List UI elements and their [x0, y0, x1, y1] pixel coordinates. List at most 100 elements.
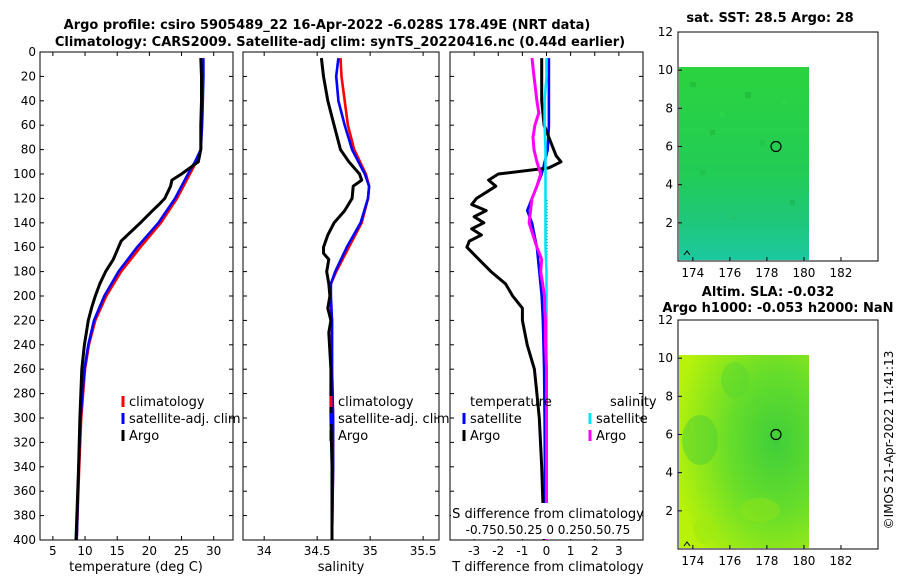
temperature-ytick-label: 20 — [21, 69, 36, 83]
sst-map-float-marker — [770, 140, 782, 153]
salinity-lines — [319, 57, 371, 540]
sla-map-north-glyph — [683, 541, 691, 547]
sla-map-xtick-label: 180 — [792, 554, 815, 568]
sla-map-ytick-label: 10 — [658, 351, 673, 365]
salinity-xtick-label: 35.5 — [410, 544, 437, 558]
difference-top-axis-label: S difference from climatology — [452, 507, 644, 522]
temperature-ytick-label: 0 — [28, 45, 36, 59]
temperature-ytick-label: 380 — [13, 509, 36, 523]
sst-map-ytick-label: 12 — [658, 25, 673, 39]
sst-map-xtick-label: 182 — [830, 266, 853, 280]
sla-map-xtick-label: 178 — [755, 554, 778, 568]
difference-legend: temperature satellite Argo salinity sate… — [462, 395, 657, 444]
sla-map-ticks: 174 176 178 180 182 2 4 6 8 10 12 — [658, 313, 853, 568]
difference-legend-t-argo: Argo — [470, 429, 500, 444]
difference-top-axis-ticks: -0.750.50.25 0 0.250.50.75 — [466, 523, 631, 537]
sla-map-float-marker — [770, 428, 782, 441]
sst-map-ytick-label: 4 — [665, 178, 673, 192]
temperature-ytick-label: 360 — [13, 484, 36, 498]
difference-xtick-label: 1 — [567, 544, 575, 558]
difference-top-axis-bg — [451, 503, 642, 539]
temperature-ytick-label: 60 — [21, 118, 36, 132]
difference-xtick-label: 3 — [615, 544, 623, 558]
difference-legend-s-argo: Argo — [596, 429, 626, 444]
sla-map-panel: Altim. SLA: -0.032 Argo h1000: -0.053 h2… — [658, 285, 894, 568]
temperature-ytick-label: 300 — [13, 411, 36, 425]
temperature-xtick-label: 30 — [206, 544, 221, 558]
salinity-legend-satellite: satellite-adj. clim — [338, 412, 450, 427]
salinity-xtick-label: 35 — [362, 544, 377, 558]
temperature-legend-climatology: climatology — [129, 395, 205, 410]
difference-legend-salinity-title: salinity — [610, 395, 657, 410]
difference-legend-s-satellite: satellite — [596, 412, 648, 427]
salinity-panel: 34 34.5 35 35.5 salinity climatology satell… — [242, 51, 450, 575]
figure-title-line1: Argo profile: csiro 5905489_22 16-Apr-20… — [64, 18, 591, 33]
difference-series-s-argo — [527, 57, 548, 540]
temperature-ytick-label: 320 — [13, 435, 36, 449]
temperature-xtick-label: 20 — [142, 544, 157, 558]
sst-map-north-glyph — [683, 250, 691, 256]
difference-panel: -3 -2 -1 0 1 2 3 T difference from climatology… — [449, 51, 657, 575]
temperature-ytick-label: 260 — [13, 362, 36, 376]
temperature-ytick-label: 240 — [13, 338, 36, 352]
sst-map-ticks: 174 176 178 180 182 2 4 6 8 10 12 — [658, 25, 853, 280]
difference-lines — [465, 57, 563, 540]
temperature-ytick-label: 280 — [13, 387, 36, 401]
difference-ticks: -3 -2 -1 0 1 2 3 — [450, 51, 643, 558]
sst-map-xtick-label: 178 — [755, 266, 778, 280]
temperature-ytick-label: 160 — [13, 240, 36, 254]
difference-xtick-label: -2 — [492, 544, 504, 558]
difference-xtick-label: -3 — [468, 544, 480, 558]
difference-xtick-label: 0 — [543, 544, 551, 558]
sst-map-field — [679, 67, 809, 260]
temperature-legend-argo: Argo — [129, 429, 159, 444]
sla-map-ytick-label: 2 — [665, 504, 673, 518]
temperature-ytick-label: 180 — [13, 265, 36, 279]
temperature-ytick-label: 40 — [21, 94, 36, 108]
sla-map-subtitle: Argo h1000: -0.053 h2000: NaN — [662, 301, 893, 316]
temperature-xlabel: temperature (deg C) — [69, 560, 203, 575]
figure-title-line2: Climatology: CARS2009. Satellite-adj cli… — [55, 35, 625, 50]
temperature-ytick-label: 400 — [13, 533, 36, 547]
salinity-xtick-label: 34 — [257, 544, 272, 558]
salinity-legend-climatology: climatology — [338, 395, 414, 410]
sla-map-ytick-label: 6 — [665, 428, 673, 442]
difference-legend-temperature-title: temperature — [470, 395, 552, 410]
sla-map-title: Altim. SLA: -0.032 — [702, 285, 834, 300]
temperature-legend-satellite: satellite-adj. clim — [129, 412, 241, 427]
temperature-legend: climatology satellite-adj. clim Argo — [121, 395, 241, 444]
sst-map-ytick-label: 6 — [665, 140, 673, 154]
sla-map-xtick-label: 176 — [718, 554, 741, 568]
difference-legend-t-satellite: satellite — [470, 412, 522, 427]
sst-map-ytick-label: 8 — [665, 101, 673, 115]
sst-map-ytick-label: 10 — [658, 63, 673, 77]
sst-map-ytick-label: 2 — [665, 216, 673, 230]
temperature-panel: 0 20 40 60 80 100 120 140 160 180 200 220 240 260 280 3… — [13, 45, 241, 575]
temperature-xtick-label: 25 — [174, 544, 189, 558]
temperature-lines — [74, 58, 205, 540]
salinity-legend: climatology satellite-adj. clim Argo — [329, 395, 450, 444]
salinity-xlabel: salinity — [318, 560, 365, 575]
temperature-ytick-label: 100 — [13, 167, 36, 181]
sla-map-ytick-label: 8 — [665, 389, 673, 403]
imos-watermark: ©IMOS 21-Apr-2022 11:41:13 — [882, 351, 896, 530]
temperature-ytick-label: 220 — [13, 313, 36, 327]
salinity-series-argo — [319, 57, 364, 540]
temperature-ytick-label: 140 — [13, 216, 36, 230]
sla-map-xtick-label: 182 — [830, 554, 853, 568]
temperature-ytick-label: 340 — [13, 460, 36, 474]
sst-map-xtick-label: 180 — [792, 266, 815, 280]
sst-map-title: sat. SST: 28.5 Argo: 28 — [686, 11, 853, 26]
difference-xtick-label: 2 — [591, 544, 599, 558]
sst-map-texture — [690, 82, 795, 220]
sst-map-panel: sat. SST: 28.5 Argo: 28 174 176 178 180 182 2… — [658, 11, 879, 280]
sla-map-ytick-label: 12 — [658, 313, 673, 327]
temperature-ytick-label: 200 — [13, 289, 36, 303]
sla-map-texture — [682, 362, 780, 544]
temperature-xtick-label: 5 — [49, 544, 57, 558]
sla-map-xtick-label: 174 — [681, 554, 704, 568]
temperature-ytick-label: 120 — [13, 191, 36, 205]
sst-map-xtick-label: 174 — [681, 266, 704, 280]
difference-series-t-argo — [465, 58, 563, 540]
